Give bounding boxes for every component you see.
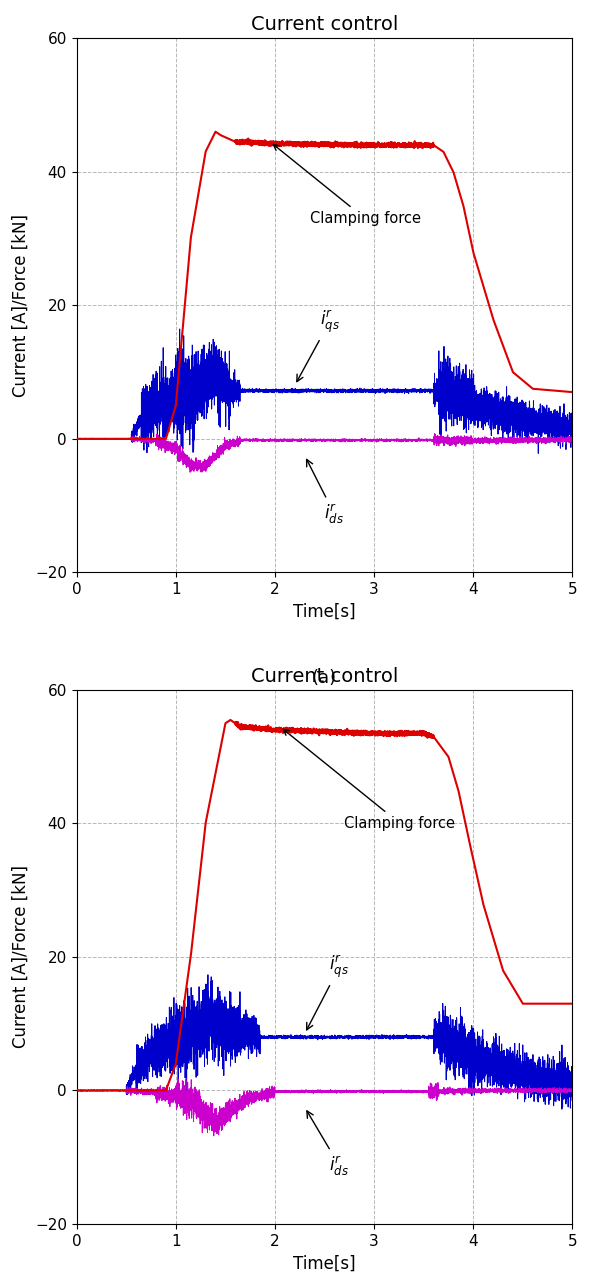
Text: $i_{ds}^r$: $i_{ds}^r$ xyxy=(307,1111,349,1178)
Text: $i_{ds}^r$: $i_{ds}^r$ xyxy=(307,459,345,527)
Title: Current control: Current control xyxy=(251,667,398,686)
Text: (a): (a) xyxy=(312,668,337,686)
Text: Clamping force: Clamping force xyxy=(273,144,421,226)
Text: Clamping force: Clamping force xyxy=(283,729,455,831)
Y-axis label: Current [A]/Force [kN]: Current [A]/Force [kN] xyxy=(11,866,30,1048)
X-axis label: Time[s]: Time[s] xyxy=(293,603,356,621)
Y-axis label: Current [A]/Force [kN]: Current [A]/Force [kN] xyxy=(11,214,30,397)
X-axis label: Time[s]: Time[s] xyxy=(293,1255,356,1272)
Text: $i_{qs}^r$: $i_{qs}^r$ xyxy=(297,309,339,381)
Title: Current control: Current control xyxy=(251,15,398,34)
Text: $i_{qs}^r$: $i_{qs}^r$ xyxy=(307,954,349,1030)
